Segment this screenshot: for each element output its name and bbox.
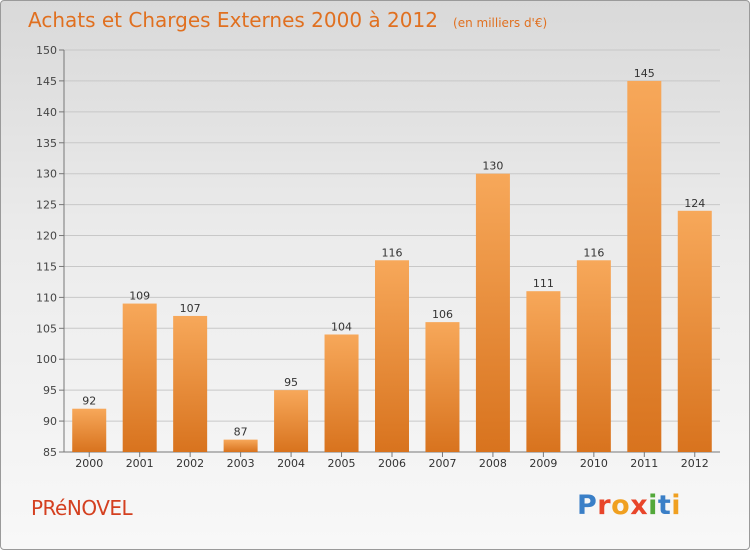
logo-letter: i [671,490,682,521]
commune-name: PRéNOVEL [31,496,133,520]
data-label: 130 [482,160,503,173]
y-tick-label: 115 [36,260,57,273]
x-tick-label: 2006 [378,457,406,470]
x-tick-label: 2004 [277,457,305,470]
x-tick-label: 2012 [681,457,709,470]
x-tick-label: 2002 [176,457,204,470]
x-tick-label: 2011 [630,457,658,470]
bar [425,322,460,452]
data-label: 116 [583,246,604,259]
y-tick-label: 135 [36,137,57,150]
bar [72,408,107,452]
bar [627,80,662,452]
bar [223,439,258,452]
bar [324,334,359,452]
x-tick-label: 2000 [75,457,103,470]
label-layer: 92 109 107 87 95 104 116 106 130 111 116 145 124 [82,67,705,439]
x-tick-label: 2009 [529,457,557,470]
data-label: 107 [180,302,201,315]
logo-letter: P [577,490,598,521]
y-tick-label: 120 [36,230,57,243]
y-tick-label: 85 [43,446,57,459]
logo-letter: i [648,490,658,521]
y-tick-label: 95 [43,384,57,397]
bar [375,260,409,452]
y-tick-label: 90 [43,415,57,428]
y-tick-label: 100 [36,353,57,366]
chart-unit-label: (en milliers d'€) [453,16,548,30]
x-tick-label: 2008 [479,457,507,470]
bar [576,260,611,452]
data-label: 109 [129,290,150,303]
data-label: 92 [82,395,96,408]
bar [122,303,157,452]
bar [475,173,510,452]
logo-letter: x [630,490,649,521]
axis-layer: 85 90 95 100 105 110 115 120 125 130 135 140 145 150 2… [36,44,720,470]
x-tick-label: 2001 [126,457,154,470]
bar-layer [72,80,712,452]
data-label: 104 [331,320,352,333]
x-tick-label: 2010 [580,457,608,470]
chart-title: Achats et Charges Externes 2000 à 2012 [28,8,438,32]
bar [526,291,561,452]
y-tick-label: 125 [36,199,57,212]
data-label: 87 [234,426,248,439]
data-label: 116 [382,246,403,259]
bar [677,210,712,452]
data-label: 111 [533,277,554,290]
y-tick-label: 110 [36,291,57,304]
data-label: 124 [684,197,705,210]
bar [173,315,208,452]
proxiti-logo: Proxiti [577,490,681,521]
y-tick-label: 130 [36,168,57,181]
data-label: 145 [634,67,655,80]
x-tick-label: 2003 [227,457,255,470]
data-label: 95 [284,376,298,389]
x-tick-label: 2005 [328,457,356,470]
logo-letter: t [657,490,672,521]
logo-letter: r [597,490,612,521]
y-tick-label: 105 [36,322,57,335]
logo-letter: o [611,490,631,521]
y-tick-label: 145 [36,75,57,88]
data-label: 106 [432,308,453,321]
x-tick-label: 2007 [428,457,456,470]
title-row: Achats et Charges Externes 2000 à 2012 (… [28,8,547,32]
y-tick-label: 140 [36,106,57,119]
bar [274,390,309,452]
y-tick-label: 150 [36,44,57,57]
